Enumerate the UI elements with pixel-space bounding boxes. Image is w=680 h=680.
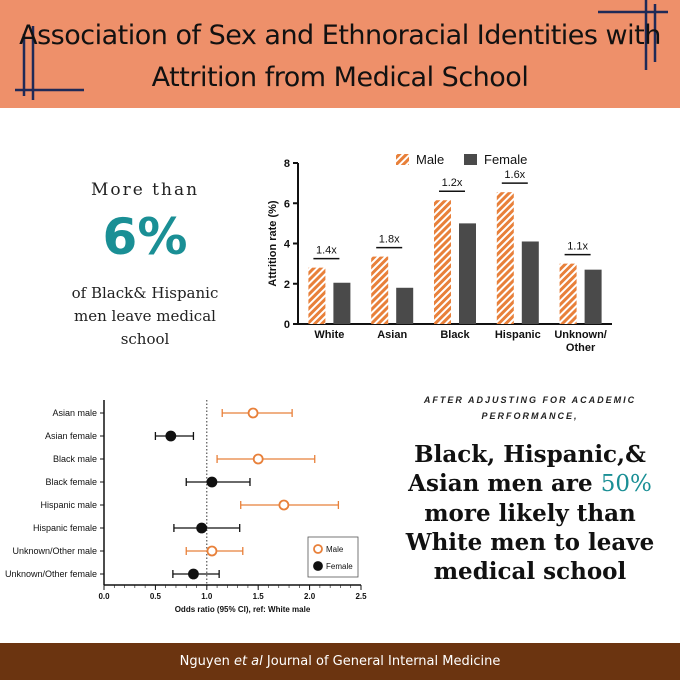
- highlight: 50%: [600, 471, 652, 497]
- header: Association of Sex and Ethnoracial Ident…: [0, 0, 680, 108]
- x-tick-label: 2.0: [304, 592, 316, 601]
- legend-marker: [313, 561, 323, 571]
- bar: [371, 256, 389, 324]
- bar: [459, 223, 476, 324]
- point: [247, 407, 259, 419]
- stat-text: of Black& Hispanic men leave medical sch…: [40, 282, 250, 351]
- y-tick-label: 4: [284, 239, 291, 251]
- line: PERFORMANCE,: [481, 411, 579, 421]
- author: Nguyen: [179, 654, 230, 669]
- y-tick-label: 0: [284, 319, 290, 331]
- stat: 6%: [102, 208, 188, 266]
- x-tick-label: White: [314, 329, 344, 341]
- legend-label: Female: [326, 562, 353, 571]
- bar: [559, 263, 577, 324]
- x-axis-label: Odds ratio (95% CI), ref: White male: [175, 605, 311, 614]
- point: [278, 499, 290, 511]
- error-bar: [185, 478, 251, 486]
- point: [188, 568, 199, 580]
- x-tick-label: 0.5: [150, 592, 162, 601]
- y-tick-label: 8: [284, 158, 290, 170]
- x-tick-label: 2.5: [355, 592, 367, 601]
- bar: [521, 241, 539, 324]
- ratio-label: 1.1x: [567, 241, 588, 253]
- footer: Nguyen et al Journal of General Internal…: [0, 643, 680, 680]
- statement: Black, Hispanic,& Asian men are 50% more…: [395, 440, 665, 586]
- y-tick-label: Hispanic male: [40, 500, 97, 510]
- point: [206, 545, 218, 557]
- text: Black, Hispanic,& Asian men are: [408, 441, 646, 497]
- label-line: Other: [566, 342, 596, 354]
- y-tick-label: Black female: [45, 477, 97, 487]
- ratio-label: 1.6x: [504, 169, 525, 181]
- legend-label: Male: [416, 152, 444, 167]
- ratio-label: 1.8x: [379, 234, 400, 246]
- title-line: Association of Sex and Ethnoracial Ident…: [19, 20, 661, 51]
- charts: 0 2 4 6 8 Attrition rate (%) White 1.4x Asian 1.8…: [5, 152, 612, 614]
- line: AFTER ADJUSTING FOR ACADEMIC: [423, 395, 637, 405]
- legend-swatch: [396, 154, 409, 165]
- x-tick-label: Asian: [377, 329, 407, 341]
- label-line: Hispanic: [495, 329, 541, 341]
- y-tick-label: Asian male: [52, 408, 97, 418]
- point: [252, 453, 264, 465]
- legend-marker: [313, 544, 323, 554]
- title-line: Attrition from Medical School: [151, 62, 529, 93]
- header-decoration: [15, 0, 668, 100]
- journal: Journal of General Internal Medicine: [266, 654, 501, 669]
- legend-label: Female: [484, 152, 527, 167]
- kicker: AFTER ADJUSTING FOR ACADEMIC PERFORMANCE…: [395, 392, 665, 424]
- line: men leave medical: [74, 307, 216, 325]
- legend-label: Male: [326, 545, 344, 554]
- y-axis-label: Attrition rate (%): [267, 200, 279, 287]
- label-line: Unknown/: [554, 329, 607, 341]
- point: [196, 522, 208, 534]
- x-tick-label: Unknown/Other: [554, 329, 607, 354]
- y-tick-label: Unknown/Other female: [5, 569, 97, 579]
- x-tick-label: 1.0: [201, 592, 213, 601]
- ratio-label: 1.4x: [316, 245, 337, 257]
- bar: [584, 269, 602, 324]
- x-tick-label: 1.5: [253, 592, 265, 601]
- legend-box: [307, 536, 359, 578]
- y-tick-label: Black male: [53, 454, 97, 464]
- y-tick-label: 2: [284, 279, 290, 291]
- x-tick-label: 0.0: [98, 592, 110, 601]
- lead: More than: [90, 180, 200, 200]
- y-tick-label: Asian female: [45, 431, 97, 441]
- point: [165, 430, 177, 442]
- bar: [434, 200, 451, 324]
- legend-swatch: [464, 154, 477, 165]
- label-line: White: [314, 329, 344, 341]
- bar: [308, 267, 326, 324]
- line: school: [120, 330, 170, 348]
- line: of Black& Hispanic: [71, 284, 219, 302]
- y-tick-label: Unknown/Other male: [12, 546, 97, 556]
- et-al: et al: [233, 654, 263, 669]
- label-line: Asian: [377, 329, 407, 341]
- point: [206, 476, 218, 488]
- error-bar: [240, 501, 340, 509]
- x-tick-label: Black: [440, 329, 470, 341]
- bar: [396, 287, 414, 324]
- ratio-label: 1.2x: [442, 177, 463, 189]
- label-line: Black: [440, 329, 470, 341]
- y-tick-label: Hispanic female: [33, 523, 97, 533]
- y-tick-label: 6: [284, 198, 290, 210]
- x-tick-label: Hispanic: [495, 329, 541, 341]
- bar: [333, 282, 351, 324]
- error-bar: [216, 455, 316, 463]
- bar: [496, 192, 514, 324]
- text: more likely than White men to leave medi…: [405, 500, 655, 585]
